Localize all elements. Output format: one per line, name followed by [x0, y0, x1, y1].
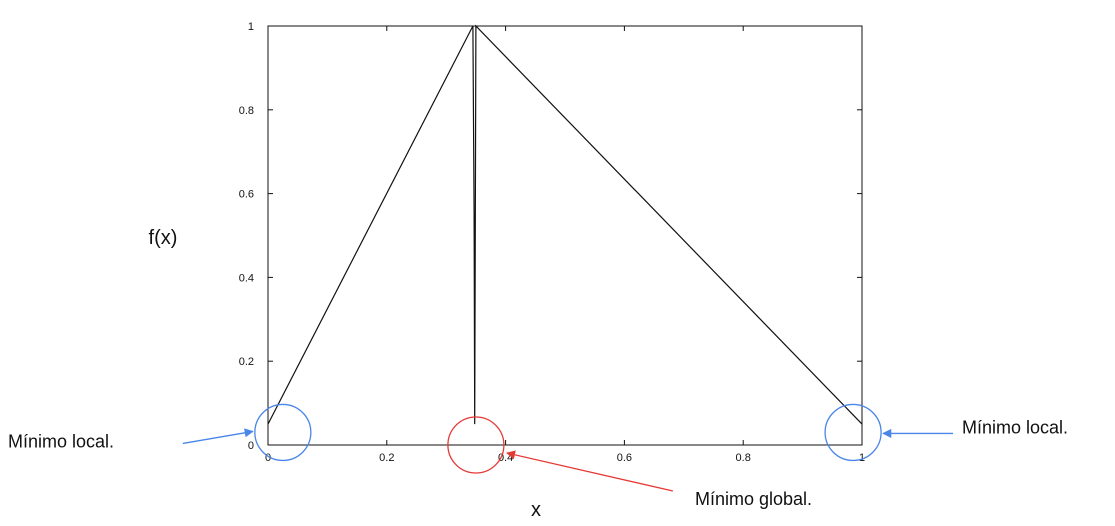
x-tick-label: 0.6: [617, 452, 632, 464]
y-axis-label: f(x): [149, 227, 178, 249]
y-tick-label: 0.8: [239, 105, 254, 117]
y-tick-label: 0.2: [239, 356, 254, 368]
series-layer: [267, 24, 863, 425]
y-tick-label: 0.4: [239, 272, 254, 284]
y-tick-label: 1: [248, 21, 254, 33]
x-tick-label: 1: [859, 452, 865, 464]
annotation-circle: [447, 416, 505, 474]
x-tick-label: 0.2: [379, 452, 394, 464]
x-tick-label: 0: [265, 452, 271, 464]
annotation-layer: Mínimo local. Mínimo global. Mínimo local.: [8, 403, 1068, 509]
annotation-label: Mínimo local.: [8, 431, 114, 451]
annotation-circle: [254, 403, 312, 462]
annotation-label: Mínimo local.: [962, 417, 1068, 437]
plot-frame: [267, 25, 863, 446]
annotation-label: Mínimo global.: [695, 489, 812, 509]
series-line: [267, 24, 863, 425]
y-tick-label: 0: [248, 440, 254, 452]
x-axis-label: x: [531, 499, 541, 521]
y-tick-label: 0.6: [239, 189, 254, 201]
x-tick-label: 0.8: [736, 452, 751, 464]
annotation-arrow: [182, 428, 254, 445]
annotation-arrow: [506, 450, 674, 492]
annotation-circle: [824, 403, 882, 462]
ticks: 0 0.2 0.4 0.6 0.8 100.20.40.60.81: [239, 21, 865, 464]
